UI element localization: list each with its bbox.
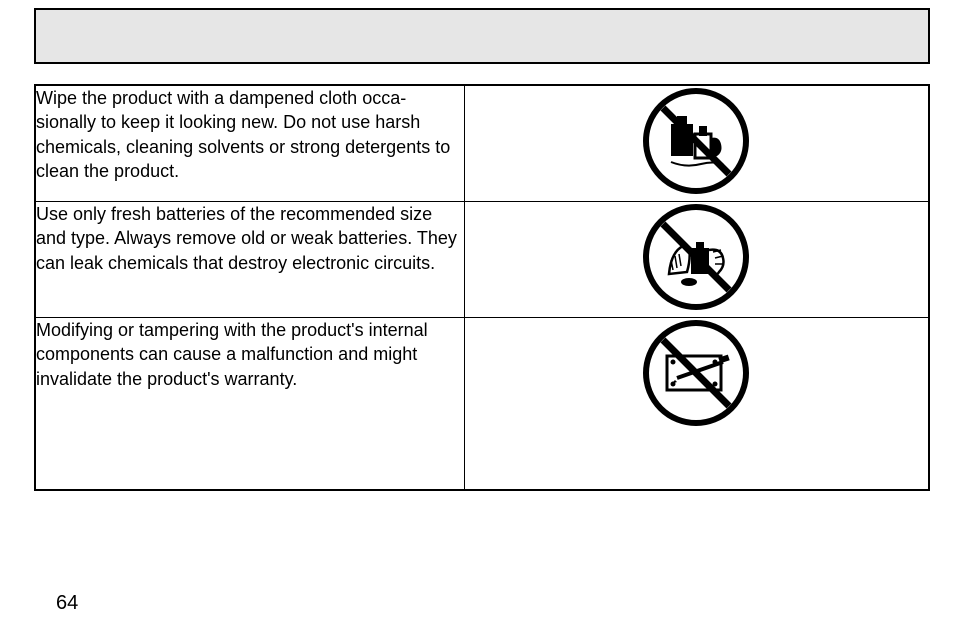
instruction-text: Wipe the product with a dampened cloth o…: [35, 85, 464, 202]
instruction-icon-cell: [464, 85, 929, 202]
instruction-text: Modifying or tampering with the product'…: [35, 318, 464, 491]
table-row: Modifying or tampering with the product'…: [35, 318, 929, 491]
row3-text: Modifying or tampering with the product'…: [36, 320, 428, 389]
row1-text: Wipe the product with a dampened cloth o…: [36, 88, 450, 181]
instruction-icon-cell: [464, 318, 929, 491]
instruction-text: Use only fresh batteries of the recommen…: [35, 202, 464, 318]
no-old-batteries-icon: [641, 202, 751, 312]
care-instructions-table: Wipe the product with a dampened cloth o…: [34, 84, 930, 491]
header-bar: [34, 8, 930, 64]
row2-text: Use only fresh batteries of the recommen…: [36, 204, 457, 273]
no-tampering-icon: [641, 318, 751, 428]
table-row: Wipe the product with a dampened cloth o…: [35, 85, 929, 202]
instruction-icon-cell: [464, 202, 929, 318]
no-chemicals-icon: [641, 86, 751, 196]
page-number: 64: [56, 592, 78, 615]
table-row: Use only fresh batteries of the recommen…: [35, 202, 929, 318]
